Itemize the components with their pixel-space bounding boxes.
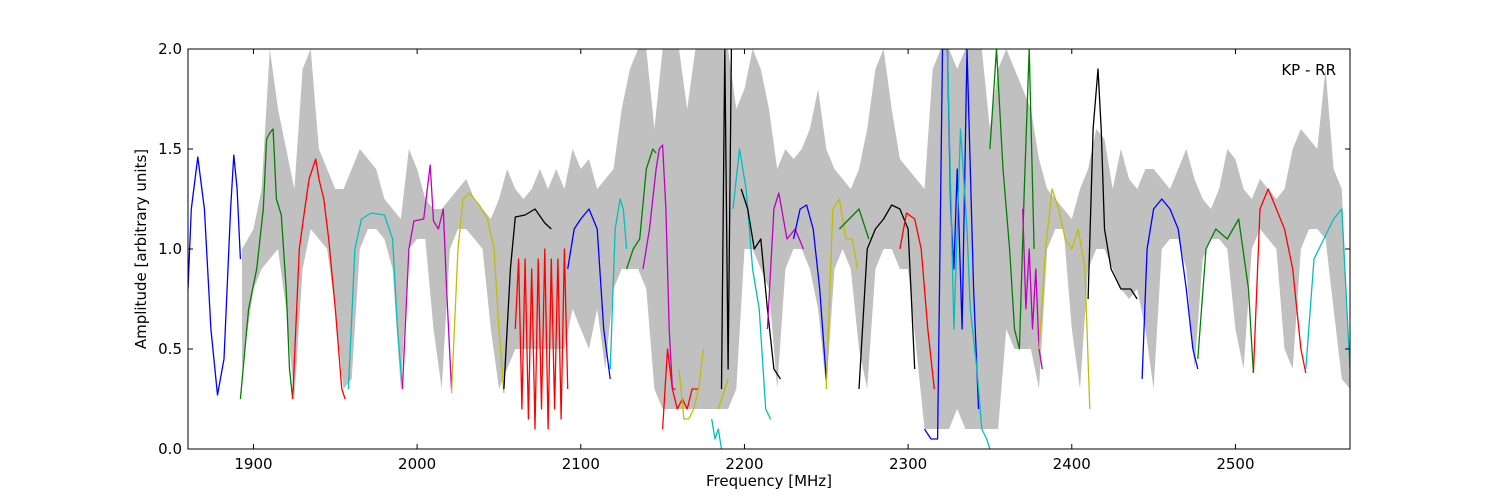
series-line-31: [1087, 68, 1138, 300]
series-line-11: [625, 148, 657, 270]
series-line-15: [711, 418, 723, 449]
x-tick-label: 2500: [1216, 455, 1254, 473]
series-line-7: [503, 208, 552, 390]
series-line-28: [989, 49, 1035, 350]
y-tick-label: 2.0: [158, 40, 182, 58]
series-line-33: [1197, 218, 1255, 374]
y-axis-label: Amplitude [arbitrary units]: [132, 149, 150, 349]
series-line-9: [567, 208, 611, 380]
series-line-17: [720, 49, 733, 390]
x-tick-label: 1900: [234, 455, 272, 473]
series-line-32: [1141, 198, 1199, 380]
series-line-20: [766, 192, 805, 330]
series-line-10: [609, 198, 628, 370]
series-line-24: [858, 204, 916, 390]
envelope-band: [242, 49, 1350, 429]
series-line-4: [347, 212, 404, 390]
x-tick-label: 2300: [889, 455, 927, 473]
series-line-3: [292, 158, 346, 400]
series-line-23: [838, 208, 870, 240]
x-tick-label: 2000: [398, 455, 436, 473]
series-line-8: [514, 248, 569, 430]
x-axis-label: Frequency [MHz]: [706, 472, 832, 490]
envelope-layer: [242, 49, 1350, 429]
y-axis-ticks: 0.0 0.5 1.0 1.5 2.0: [158, 40, 1350, 458]
chart-annotation: KP - RR: [1281, 61, 1336, 79]
y-tick-label: 1.5: [158, 140, 182, 158]
y-tick-label: 0.5: [158, 340, 182, 358]
series-line-19: [740, 188, 782, 380]
series-line-1: [188, 154, 242, 396]
series-line-27: [946, 49, 991, 449]
series-line-34: [1252, 188, 1307, 374]
series-line-13: [661, 348, 699, 430]
series-line-22: [825, 198, 859, 390]
series-line-14: [678, 348, 705, 420]
series-line-12: [642, 144, 676, 390]
series-line-6: [450, 192, 505, 394]
x-axis-ticks: 1900 2000 2100 2200 2300 2400 2500: [234, 49, 1255, 473]
series-line-5: [401, 164, 453, 390]
series-line-30: [1038, 188, 1091, 410]
y-tick-label: 0.0: [158, 440, 182, 458]
x-tick-label: 2100: [562, 455, 600, 473]
y-tick-label: 1.0: [158, 240, 182, 258]
series-layer: [188, 49, 1350, 449]
series-line-35: [1305, 208, 1350, 370]
series-line-21: [792, 204, 827, 380]
series-line-16: [717, 378, 729, 410]
x-tick-label: 2200: [725, 455, 763, 473]
series-line-18: [732, 148, 772, 420]
series-line-25: [899, 212, 935, 390]
x-tick-label: 2400: [1053, 455, 1091, 473]
series-line-2: [239, 128, 294, 400]
